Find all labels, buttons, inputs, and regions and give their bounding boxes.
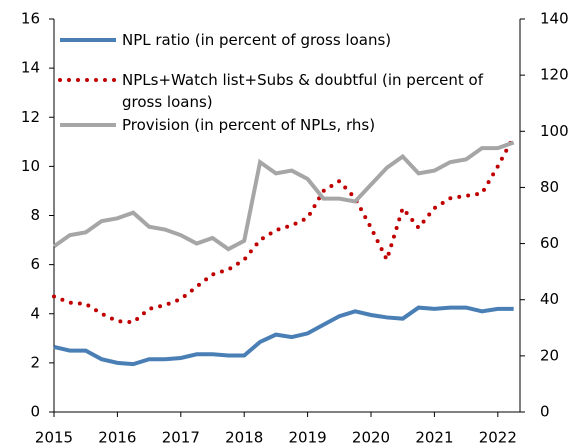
x-tick-label: 2016: [98, 429, 136, 447]
y-tick-label: 12: [21, 108, 40, 126]
x-tick-label: 2021: [415, 429, 453, 447]
y-tick-label: 6: [30, 255, 40, 273]
series-line: [53, 305, 514, 367]
y2-tick-label: 0: [540, 403, 550, 421]
legend-label: NPLs+Watch list+Subs & doubtful (in perc…: [122, 71, 483, 111]
y2-tick-label: 20: [540, 346, 559, 364]
y-tick-label: 4: [30, 304, 40, 322]
y2-tick-label: 140: [540, 10, 569, 28]
y2-tick-label: 40: [540, 290, 559, 308]
legend-label: NPL ratio (in percent of gross loans): [122, 31, 392, 49]
x-tick-label: 2019: [289, 429, 327, 447]
y-tick-label: 16: [21, 10, 40, 28]
x-tick-label: 2018: [225, 429, 263, 447]
y-tick-label: 10: [21, 157, 40, 175]
y-tick-label: 2: [30, 353, 40, 371]
y2-tick-label: 80: [540, 178, 559, 196]
x-tick-label: 2017: [162, 429, 200, 447]
y2-tick-label: 100: [540, 122, 569, 140]
y2-tick-label: 120: [540, 66, 569, 84]
series-line: [52, 134, 516, 325]
x-tick-label: 2020: [352, 429, 390, 447]
y2-tick-label: 60: [540, 234, 559, 252]
x-tick-label: 2015: [35, 429, 73, 447]
series-line: [52, 140, 515, 252]
x-tick-label: 2022: [479, 429, 517, 447]
y-tick-label: 14: [21, 59, 40, 77]
y-tick-label: 8: [30, 206, 40, 224]
y-tick-label: 0: [30, 403, 40, 421]
legend-label: Provision (in percent of NPLs, rhs): [122, 116, 376, 134]
